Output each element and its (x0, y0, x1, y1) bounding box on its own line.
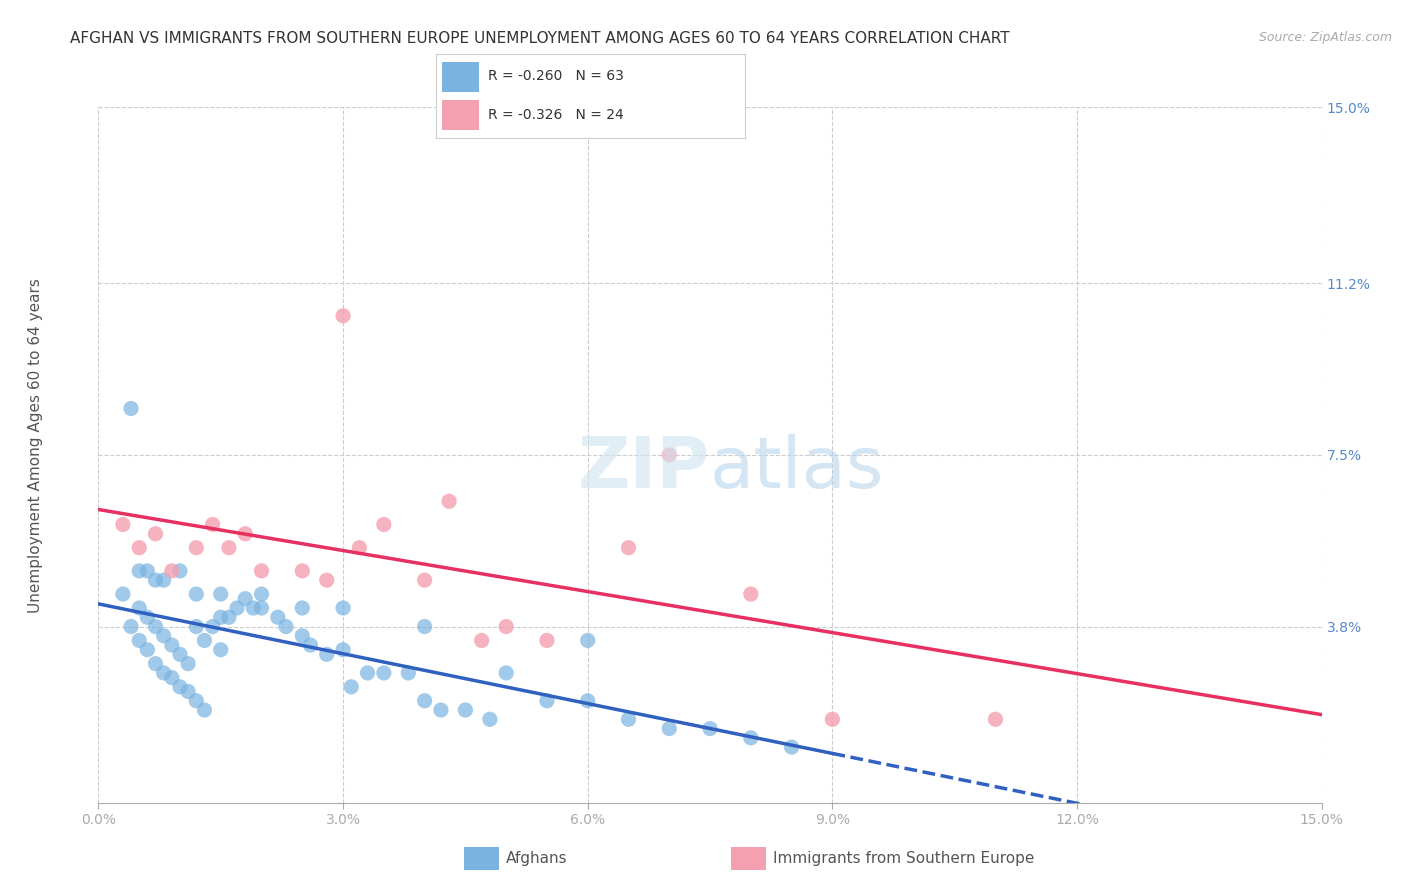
Point (186, 587, 208, 601)
Point (332, 309, 354, 323)
Point (291, 564, 314, 578)
Point (201, 619, 224, 633)
Point (821, 712, 844, 726)
Point (177, 657, 200, 671)
Point (495, 619, 517, 633)
Point (177, 684, 200, 698)
Point (454, 703, 477, 717)
Point (136, 610, 159, 624)
Point (152, 629, 174, 643)
Point (128, 541, 150, 555)
Point (349, 541, 371, 555)
Point (274, 619, 297, 633)
Point (186, 694, 208, 708)
Point (250, 564, 273, 578)
Point (617, 712, 640, 726)
Point (201, 517, 224, 532)
Point (617, 541, 640, 555)
Point (658, 722, 681, 736)
Point (291, 629, 314, 643)
Point (193, 633, 215, 648)
Point (413, 694, 436, 708)
Point (332, 642, 354, 657)
Point (233, 591, 256, 606)
Point (233, 526, 256, 541)
Point (136, 564, 159, 578)
Text: Source: ZipAtlas.com: Source: ZipAtlas.com (1258, 31, 1392, 45)
Point (145, 657, 167, 671)
Point (340, 680, 363, 694)
Point (169, 648, 191, 662)
Point (315, 648, 337, 662)
Point (267, 610, 290, 624)
Point (111, 517, 134, 532)
Point (128, 633, 150, 648)
Text: R = -0.326   N = 24: R = -0.326 N = 24 (488, 108, 624, 121)
Point (536, 694, 558, 708)
Text: R = -0.260   N = 63: R = -0.260 N = 63 (488, 70, 624, 83)
Point (152, 573, 174, 587)
Point (291, 601, 314, 615)
Point (209, 610, 232, 624)
Point (413, 573, 436, 587)
Point (152, 665, 174, 680)
Point (699, 722, 721, 736)
Point (218, 541, 240, 555)
Point (250, 587, 273, 601)
Point (145, 573, 167, 587)
Point (145, 619, 167, 633)
Point (430, 703, 453, 717)
Point (120, 401, 142, 416)
Point (332, 601, 354, 615)
Point (128, 564, 150, 578)
Point (373, 665, 395, 680)
Point (145, 526, 167, 541)
Point (209, 642, 232, 657)
Text: Afghans: Afghans (506, 852, 568, 866)
Point (576, 694, 599, 708)
Point (169, 680, 191, 694)
Point (495, 665, 517, 680)
Point (299, 638, 322, 652)
Point (160, 671, 183, 685)
Point (128, 601, 150, 615)
Point (780, 740, 803, 755)
Point (186, 541, 208, 555)
Point (169, 564, 191, 578)
Point (120, 619, 142, 633)
Point (242, 601, 264, 615)
Point (478, 712, 501, 726)
Point (536, 633, 558, 648)
FancyBboxPatch shape (441, 100, 479, 130)
Text: ZIP: ZIP (578, 434, 710, 503)
Point (209, 587, 232, 601)
Text: AFGHAN VS IMMIGRANTS FROM SOUTHERN EUROPE UNEMPLOYMENT AMONG AGES 60 TO 64 YEARS: AFGHAN VS IMMIGRANTS FROM SOUTHERN EUROP… (70, 31, 1010, 46)
Point (984, 712, 1007, 726)
Point (396, 665, 419, 680)
Point (186, 619, 208, 633)
Point (373, 517, 395, 532)
Text: atlas: atlas (710, 434, 884, 503)
Text: Unemployment Among Ages 60 to 64 years: Unemployment Among Ages 60 to 64 years (28, 278, 42, 614)
Point (193, 703, 215, 717)
Point (356, 665, 378, 680)
Point (218, 610, 240, 624)
Point (226, 601, 249, 615)
Point (413, 619, 436, 633)
Text: Immigrants from Southern Europe: Immigrants from Southern Europe (773, 852, 1035, 866)
Point (160, 638, 183, 652)
Point (111, 587, 134, 601)
Point (740, 587, 762, 601)
Point (136, 642, 159, 657)
Point (471, 633, 494, 648)
Point (315, 573, 337, 587)
Point (160, 564, 183, 578)
Point (576, 633, 599, 648)
Point (740, 731, 762, 745)
Point (250, 601, 273, 615)
Point (658, 448, 681, 462)
FancyBboxPatch shape (441, 62, 479, 92)
Point (437, 494, 460, 508)
